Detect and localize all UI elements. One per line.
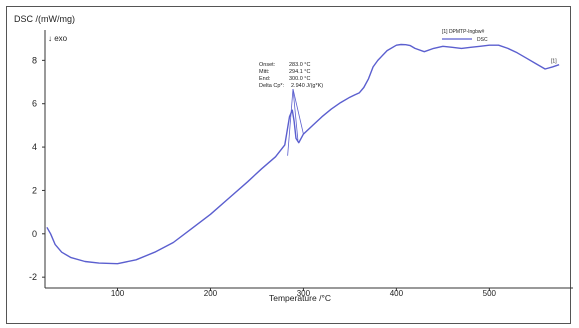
- x-ticks: 100 200 300 400 500: [111, 288, 497, 298]
- x-axis-label: Temperature /°C: [269, 293, 331, 303]
- axes: [44, 30, 573, 289]
- legend: [1] DPMTP-Ingbw# DSC: [442, 29, 488, 43]
- dsc-series-line: [46, 43, 560, 265]
- x-tick-label: 100: [111, 289, 125, 298]
- annotation-onset-label: Onset:: [259, 62, 276, 68]
- legend-entry-dsc: DSC: [477, 37, 488, 43]
- x-tick-label: 200: [204, 289, 218, 298]
- exo-direction-label: ↓ exo: [48, 34, 68, 43]
- x-tick-label: 300: [297, 289, 311, 298]
- annotation-mid-label: Mitt:: [259, 69, 270, 75]
- y-tick-label: 4: [32, 142, 37, 152]
- y-ticks: -2 0 2 4 6 8: [29, 55, 45, 282]
- annotation-end-value: 300.0 °C: [289, 76, 310, 82]
- y-tick-label: -2: [29, 272, 37, 282]
- annotation-leader-line: [292, 88, 304, 135]
- y-tick-label: 0: [32, 229, 37, 239]
- legend-header: [1] DPMTP-Ingbw#: [442, 29, 484, 35]
- series-end-marker: [1]: [551, 59, 557, 65]
- x-tick-label: 500: [483, 289, 497, 298]
- annotation-deltacp-value: 2.940 J/(g*K): [291, 83, 323, 89]
- y-tick-label: 6: [32, 99, 37, 109]
- annotation-leader-line: [287, 88, 294, 156]
- annotation-mid-value: 294.1 °C: [289, 69, 310, 75]
- delta-cp-annotation: Onset: Mitt: End: Delta Cp*: 283.0 °C 29…: [259, 62, 323, 156]
- annotation-leader-line: [292, 88, 299, 141]
- y-axis-label: DSC /(mW/mg): [14, 14, 75, 24]
- chart-frame: [6, 6, 571, 324]
- annotation-end-label: End:: [259, 76, 271, 82]
- y-tick-label: 8: [32, 55, 37, 65]
- annotation-deltacp-label: Delta Cp*:: [259, 83, 285, 89]
- x-tick-label: 400: [390, 289, 404, 298]
- annotation-onset-value: 283.0 °C: [289, 62, 310, 68]
- y-tick-label: 2: [32, 185, 37, 195]
